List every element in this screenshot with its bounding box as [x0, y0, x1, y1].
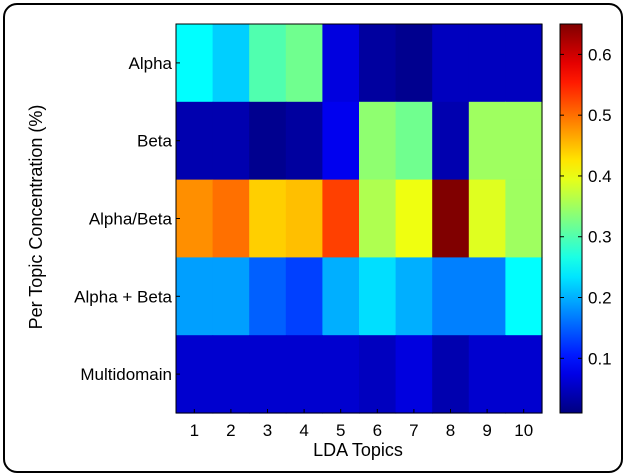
y-tick-label: Beta — [137, 132, 173, 151]
heatmap-cell-r3-c8 — [432, 179, 470, 258]
heatmap-cell-r4-c5 — [322, 257, 360, 336]
x-tick-label: 2 — [226, 421, 235, 440]
heatmap-cell-r5-c1 — [176, 335, 214, 414]
y-tick-label: Alpha + Beta — [74, 287, 172, 306]
heatmap-cell-r5-c2 — [212, 335, 250, 414]
heatmap-cell-r2-c6 — [359, 101, 397, 181]
heatmap-cell-r5-c3 — [249, 335, 287, 414]
y-tick-label: Multidomain — [80, 365, 172, 384]
x-tick-label: 5 — [336, 421, 345, 440]
x-axis-label: LDA Topics — [313, 440, 403, 460]
x-tick-label: 10 — [514, 421, 533, 440]
x-tick-label: 6 — [373, 421, 382, 440]
heatmap-cell-r2-c3 — [249, 101, 287, 181]
colorbar-tick-label: 0.3 — [588, 228, 612, 247]
heatmap-cell-r3-c6 — [359, 179, 397, 258]
heatmap-cell-r1-c7 — [395, 24, 433, 103]
heatmap-cell-r1-c8 — [432, 24, 470, 103]
heatmap-cell-r3-c10 — [505, 179, 543, 258]
heatmap-cell-r1-c5 — [322, 24, 360, 103]
heatmap-cell-r2-c4 — [285, 101, 323, 181]
heatmap-cell-r4-c4 — [285, 257, 323, 336]
x-tick-label: 9 — [482, 421, 491, 440]
y-axis-label: Per Topic Concentration (%) — [26, 105, 46, 330]
colorbar-tick-label: 0.2 — [588, 289, 612, 308]
heatmap-cell-r2-c7 — [395, 101, 433, 181]
heatmap-cell-r4-c8 — [432, 257, 470, 336]
x-tick-label: 3 — [263, 421, 272, 440]
heatmap-cell-r3-c4 — [285, 179, 323, 258]
heatmap-cell-r4-c6 — [359, 257, 397, 336]
heatmap-cell-r1-c4 — [285, 24, 323, 103]
heatmap-cell-r5-c8 — [432, 335, 470, 414]
heatmap-cell-r5-c10 — [505, 335, 543, 414]
heatmap-cell-r2-c8 — [432, 101, 470, 181]
y-tick-label: Alpha/Beta — [89, 210, 173, 229]
heatmap-cell-r3-c9 — [468, 179, 506, 258]
heatmap-cell-r2-c1 — [176, 101, 214, 181]
heatmap-cell-r3-c1 — [176, 179, 214, 258]
colorbar-tick-label: 0.4 — [588, 167, 612, 186]
heatmap-cell-r2-c5 — [322, 101, 360, 181]
colorbar — [559, 23, 583, 414]
colorbar-tick-label: 0.5 — [588, 106, 612, 125]
heatmap-cell-r4-c9 — [468, 257, 506, 336]
heatmap-cell-r2-c9 — [468, 101, 506, 181]
heatmap-cell-r1-c9 — [468, 24, 506, 103]
x-tick-label: 1 — [190, 421, 199, 440]
heatmap-cell-r4-c3 — [249, 257, 287, 336]
heatmap-cell-r3-c5 — [322, 179, 360, 258]
x-tick-label: 8 — [446, 421, 455, 440]
heatmap-cell-r1-c6 — [359, 24, 397, 103]
heatmap-cell-r5-c7 — [395, 335, 433, 414]
heatmap-cell-r1-c10 — [505, 24, 543, 103]
y-tick-labels: Alpha Beta Alpha/Beta Alpha + Beta Multidoma… — [74, 54, 180, 384]
heatmap-cell-r1-c1 — [176, 24, 214, 103]
colorbar-ticks: 0.1 0.2 0.3 0.4 0.5 0.6 — [560, 45, 612, 368]
x-tick-label: 4 — [299, 421, 308, 440]
y-tick-label: Alpha — [129, 54, 173, 73]
colorbar-tick-label: 0.6 — [588, 45, 612, 64]
heatmap-cells — [176, 24, 543, 414]
heatmap-cell-r5-c4 — [285, 335, 323, 414]
heatmap-cell-r4-c10 — [505, 257, 543, 336]
heatmap-chart: 1 2 3 4 5 6 7 8 9 10 Alpha Beta Alpha/Beta Alpha + B… — [26, 23, 612, 460]
heatmap-cell-r4-c7 — [395, 257, 433, 336]
heatmap-cell-r3-c2 — [212, 179, 250, 258]
heatmap-cell-r2-c2 — [212, 101, 250, 181]
heatmap-cell-r3-c7 — [395, 179, 433, 258]
heatmap-cell-r5-c5 — [322, 335, 360, 414]
x-tick-label: 7 — [409, 421, 418, 440]
heatmap-cell-r5-c6 — [359, 335, 397, 414]
heatmap-cell-r4-c2 — [212, 257, 250, 336]
colorbar-tick-label: 0.1 — [588, 349, 612, 368]
x-tick-labels: 1 2 3 4 5 6 7 8 9 10 — [190, 409, 533, 440]
heatmap-cell-r5-c9 — [468, 335, 506, 414]
heatmap-cell-r2-c10 — [505, 101, 543, 181]
heatmap-cell-r1-c3 — [249, 24, 287, 103]
heatmap-cell-r4-c1 — [176, 257, 214, 336]
heatmap-cell-r3-c3 — [249, 179, 287, 258]
heatmap-cell-r1-c2 — [212, 24, 250, 103]
